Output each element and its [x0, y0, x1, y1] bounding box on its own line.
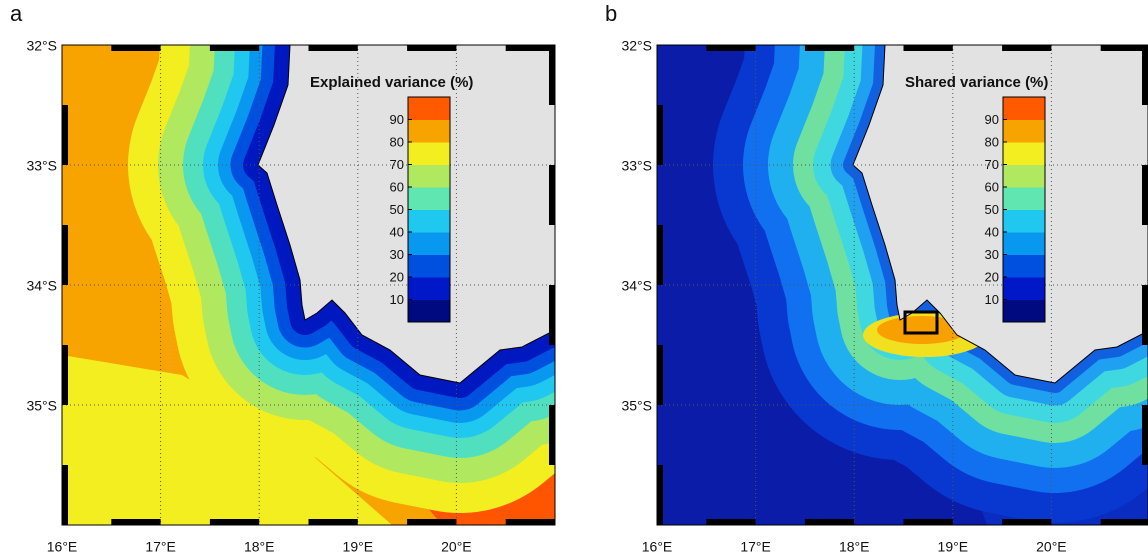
colorbar-swatch [408, 254, 450, 278]
colorbar-swatch [1003, 97, 1045, 120]
colorbar-label: 90 [985, 112, 999, 127]
map-panel: 32°S 33°S 34°S 35°S 16°E 17°E 18°E 19°E 20°E a Exp… [10, 1, 556, 555]
colorbar-label: 20 [985, 269, 999, 284]
colorbar-swatch [1003, 277, 1045, 300]
legend-title: Explained variance (%) [310, 74, 473, 91]
colorbar-swatch [1003, 232, 1045, 255]
colorbar-swatch [1003, 299, 1045, 323]
lon-label: 20°E [441, 539, 472, 555]
ocean-blob [877, 316, 967, 344]
region-box [903, 310, 939, 335]
colorbar-swatch [408, 187, 450, 210]
lat-label: 32°S [621, 38, 652, 54]
colorbar-swatch [408, 209, 450, 233]
lon-label: 17°E [145, 539, 176, 555]
colorbar-swatch [408, 277, 450, 300]
lon-label: 19°E [938, 539, 969, 555]
land [852, 45, 1148, 384]
colorbar-label: 10 [390, 292, 404, 307]
lat-label: 35°S [621, 398, 652, 414]
lat-label: 32°S [26, 38, 57, 54]
colorbar-label: 40 [985, 224, 999, 239]
colorbar-swatch [1003, 209, 1045, 233]
lat-label: 33°S [26, 158, 57, 174]
colorbar-label: 30 [390, 247, 404, 262]
colorbar-label: 80 [985, 134, 999, 149]
colorbar-label: 50 [985, 202, 999, 217]
lon-label: 18°E [839, 539, 870, 555]
colorbar-swatch [408, 299, 450, 323]
lon-label: 16°E [47, 539, 78, 555]
map-field [657, 45, 1148, 525]
map-field [62, 45, 555, 525]
frame [656, 44, 1148, 526]
lon-label: 19°E [343, 539, 374, 555]
legend-title: Shared variance (%) [905, 74, 1048, 91]
lon-label: 20°E [1036, 539, 1067, 555]
lat-label: 34°S [621, 278, 652, 294]
colorbar-label: 90 [390, 112, 404, 127]
colorbar-label: 80 [390, 134, 404, 149]
colorbar-swatch [1003, 119, 1045, 143]
colorbar-label: 70 [390, 157, 404, 172]
panel-letter: a [10, 1, 23, 26]
colorbar-swatch [1003, 164, 1045, 188]
ocean-region [62, 355, 392, 525]
colorbar-swatch [408, 142, 450, 165]
colorbar-label: 50 [390, 202, 404, 217]
lat-label: 35°S [26, 398, 57, 414]
lon-label: 16°E [642, 539, 673, 555]
land [257, 45, 555, 384]
panel-letter: b [605, 1, 617, 26]
colorbar-label: 10 [985, 292, 999, 307]
colorbar-swatch [1003, 142, 1045, 165]
lat-label: 34°S [26, 278, 57, 294]
frame [61, 44, 556, 526]
colorbar-label: 40 [390, 224, 404, 239]
colorbar-label: 70 [985, 157, 999, 172]
colorbar-label: 60 [985, 179, 999, 194]
colorbar-swatch [408, 119, 450, 143]
colorbar-swatch [1003, 187, 1045, 210]
lon-label: 18°E [244, 539, 275, 555]
colorbar-swatch [408, 97, 450, 120]
map-panel: 32°S 33°S 34°S 35°S 16°E 17°E 18°E 19°E 20°E b Sha… [605, 1, 1148, 555]
colorbar-label: 20 [390, 269, 404, 284]
colorbar-label: 30 [985, 247, 999, 262]
colorbar-label: 60 [390, 179, 404, 194]
lat-label: 33°S [621, 158, 652, 174]
colorbar-swatch [408, 232, 450, 255]
colorbar-swatch [1003, 254, 1045, 278]
colorbar-swatch [408, 164, 450, 188]
lon-label: 17°E [740, 539, 771, 555]
